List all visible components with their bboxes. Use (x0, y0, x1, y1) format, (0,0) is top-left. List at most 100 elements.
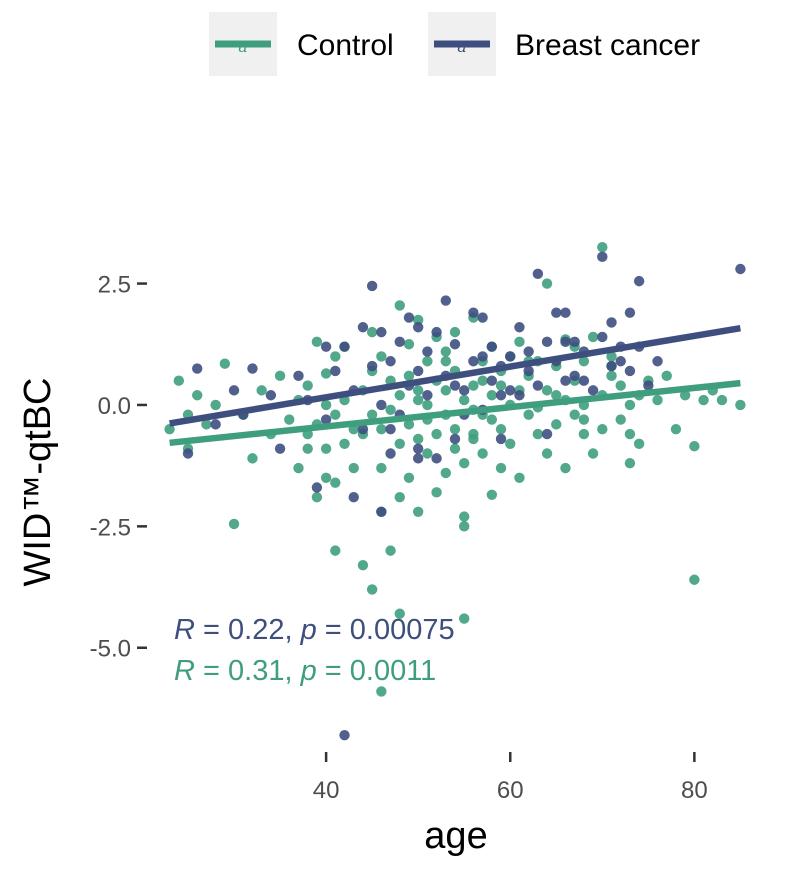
control-point (606, 370, 617, 382)
breast-cancer-point (560, 375, 571, 386)
breast-cancer-point (624, 307, 636, 318)
breast-cancer-point (357, 322, 369, 333)
control-point (330, 351, 341, 362)
control-point (412, 314, 424, 326)
control-point (403, 370, 415, 382)
breast-cancer-point (422, 390, 433, 401)
control-regression-line (169, 379, 741, 447)
control-point (311, 336, 323, 348)
breast-cancer-point (514, 390, 525, 401)
breast-cancer-point (412, 443, 424, 454)
legend-key-glyph-breast-cancer: a (457, 37, 467, 56)
breast-cancer-point (633, 275, 645, 287)
breast-cancer-point (459, 385, 470, 396)
regression-lines (169, 325, 741, 447)
breast-cancer-point (523, 346, 534, 357)
control-point (477, 375, 488, 386)
points-layer (164, 241, 746, 741)
control-point (385, 545, 396, 556)
control-point (274, 370, 286, 382)
control-point (587, 331, 599, 343)
control-point (514, 336, 525, 348)
breast-cancer-point (412, 322, 424, 333)
control-point (302, 380, 313, 391)
control-point (615, 380, 626, 391)
breast-cancer-point (477, 351, 488, 362)
control-point (394, 300, 405, 311)
control-point (412, 394, 424, 406)
breast-cancer-point (532, 268, 544, 280)
breast-cancer-regression-line (169, 325, 741, 427)
breast-cancer-point (330, 365, 341, 377)
control-point (486, 390, 498, 401)
breast-cancer-point (735, 263, 746, 275)
breast-cancer-point (652, 356, 663, 367)
control-point (412, 433, 424, 445)
breast-cancer-point (606, 317, 617, 328)
control-point (173, 375, 185, 386)
breast-cancer-point (597, 331, 608, 343)
control-point (560, 462, 571, 474)
breast-cancer-point (182, 448, 194, 459)
control-point (422, 356, 433, 367)
control-point (633, 438, 645, 449)
breast-cancer-point (495, 433, 507, 445)
control-point (403, 339, 415, 350)
control-point (587, 448, 599, 459)
control-point (698, 394, 709, 406)
control-point (523, 409, 534, 420)
stat-r-value-breast-cancer: = 0.22, (195, 614, 301, 646)
control-point (339, 438, 350, 449)
y-axis-title: WID™-qtBC (17, 378, 59, 587)
breast-cancer-point (532, 380, 544, 391)
stat-label-control: R = 0.31, p = 0.0011 (174, 655, 436, 687)
breast-cancer-point (449, 380, 461, 391)
breast-cancer-point (394, 336, 405, 348)
control-point (394, 608, 405, 619)
breast-cancer-point (210, 419, 221, 430)
legend: a Control a Breast cancer (209, 12, 700, 76)
stat-p-value-breast-cancer: = 0.00075 (317, 614, 455, 646)
breast-cancer-point (348, 492, 359, 503)
control-point (330, 477, 341, 488)
breast-cancer-point (403, 312, 415, 323)
breast-cancer-point (505, 351, 516, 362)
breast-cancer-point (422, 346, 433, 357)
breast-cancer-point (569, 336, 580, 348)
control-point (652, 394, 663, 406)
control-point (459, 511, 470, 522)
stat-p-symbol-breast-cancer: p (300, 614, 317, 646)
breast-cancer-point (495, 390, 507, 401)
control-point (532, 428, 544, 440)
control-point (569, 409, 580, 420)
control-point (412, 385, 424, 396)
control-point (192, 390, 203, 401)
control-point (486, 414, 498, 425)
breast-cancer-point (376, 506, 387, 517)
control-point (689, 441, 700, 452)
y-tick-label: 0.0 (98, 393, 131, 420)
control-point (459, 521, 470, 532)
control-point (606, 351, 617, 362)
breast-cancer-point (597, 251, 608, 263)
control-point (661, 370, 672, 382)
legend-item-breast-cancer: a Breast cancer (428, 12, 700, 76)
breast-cancer-point (541, 428, 553, 440)
control-point (394, 438, 405, 449)
control-point (164, 424, 175, 435)
control-point (219, 358, 231, 369)
x-tick-label: 40 (313, 777, 340, 804)
control-point (716, 394, 728, 406)
breast-cancer-point (366, 360, 378, 372)
control-point (302, 443, 313, 454)
control-point (431, 428, 442, 440)
control-point (477, 448, 488, 459)
breast-cancer-point (587, 385, 599, 396)
stat-r-value-control: = 0.31, (195, 655, 301, 687)
breast-cancer-point (293, 370, 304, 382)
breast-cancer-point (339, 341, 350, 352)
breast-cancer-point (339, 729, 350, 741)
breast-cancer-point (560, 307, 571, 318)
control-point (210, 399, 221, 411)
legend-key-glyph-control: a (238, 37, 248, 56)
